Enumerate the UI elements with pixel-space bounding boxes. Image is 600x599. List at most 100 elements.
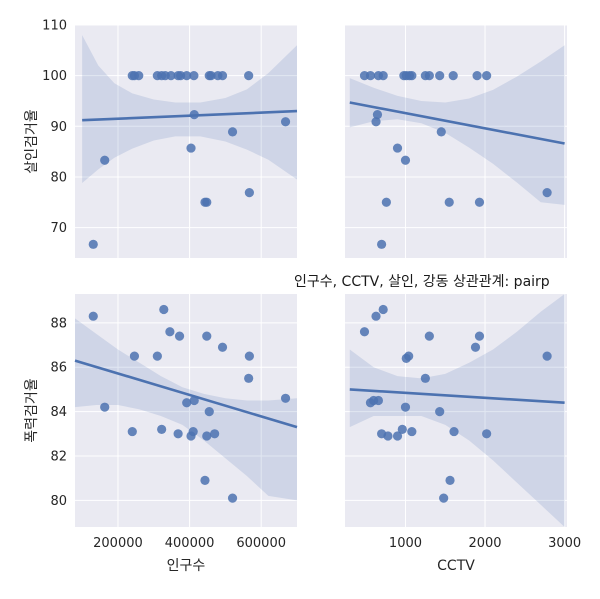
data-point xyxy=(482,429,492,439)
data-point xyxy=(100,155,110,165)
data-point xyxy=(420,373,430,383)
data-point xyxy=(439,493,449,503)
panel-background xyxy=(345,294,567,527)
data-point xyxy=(359,327,370,337)
x-axis-label: CCTV xyxy=(437,558,475,574)
y-tick-label: 84 xyxy=(50,405,67,420)
regression-line xyxy=(74,359,298,429)
data-point xyxy=(449,426,459,437)
data-point xyxy=(444,197,454,207)
data-point xyxy=(377,239,387,249)
data-point xyxy=(166,71,176,81)
data-point xyxy=(436,127,446,137)
data-point xyxy=(217,342,228,352)
data-point xyxy=(392,431,403,441)
data-point xyxy=(244,373,254,383)
data-point xyxy=(400,155,411,165)
data-point xyxy=(542,188,552,198)
data-point xyxy=(202,197,212,207)
data-point xyxy=(407,71,417,81)
panel-background xyxy=(75,25,297,258)
data-point xyxy=(435,407,445,417)
data-point xyxy=(381,197,391,207)
x-tick-label: 3000 xyxy=(548,536,581,551)
x-tick-label: 400000 xyxy=(165,536,215,551)
data-point xyxy=(280,117,291,127)
y-tick-label: 82 xyxy=(50,449,67,464)
data-point xyxy=(280,393,291,403)
x-tick-label: 1000 xyxy=(389,536,422,551)
y-axis-label: 살인검거율 xyxy=(24,109,40,174)
confidence-band xyxy=(349,294,565,527)
data-point xyxy=(202,431,212,441)
data-point xyxy=(378,304,388,315)
data-point xyxy=(200,475,210,485)
data-point xyxy=(127,426,137,437)
panel-background xyxy=(345,25,567,258)
x-axis-label: 인구수 xyxy=(167,558,206,574)
data-point xyxy=(424,331,434,341)
data-point xyxy=(470,342,481,352)
data-point xyxy=(204,407,214,417)
data-point xyxy=(472,71,482,81)
data-point xyxy=(186,143,196,153)
panel-top-right xyxy=(345,24,567,258)
data-point xyxy=(210,429,220,439)
data-point xyxy=(365,71,376,81)
data-point xyxy=(373,395,384,406)
data-point xyxy=(134,71,144,81)
data-point xyxy=(371,117,381,127)
data-point xyxy=(217,71,228,81)
data-point xyxy=(227,493,238,503)
confidence-band xyxy=(82,35,298,184)
data-point xyxy=(173,429,183,439)
data-point xyxy=(129,351,140,361)
data-point xyxy=(407,426,417,437)
regression-line xyxy=(349,101,565,145)
y-axis-label: 폭력검거율 xyxy=(24,378,40,443)
data-point xyxy=(371,311,381,321)
data-point xyxy=(157,424,167,434)
regression-line xyxy=(349,388,565,405)
x-tick-label: 200000 xyxy=(93,536,143,551)
y-tick-label: 80 xyxy=(50,494,67,509)
data-point xyxy=(182,398,192,408)
data-point xyxy=(372,110,383,120)
data-point xyxy=(482,71,492,81)
y-tick-label: 90 xyxy=(50,120,67,135)
y-tick-label: 80 xyxy=(50,170,67,185)
data-point xyxy=(424,71,434,81)
y-tick-label: 70 xyxy=(50,221,67,236)
data-point xyxy=(189,71,199,81)
panel-top-left: 70 80 90 100 110 살인검거율 xyxy=(24,19,298,258)
panel-background xyxy=(75,294,297,527)
data-point xyxy=(404,351,414,361)
x-tick-label: 600000 xyxy=(236,536,286,551)
data-point xyxy=(397,424,407,434)
data-point xyxy=(392,143,403,153)
data-point xyxy=(165,327,175,337)
confidence-band xyxy=(349,45,565,205)
data-point xyxy=(542,351,552,361)
data-point xyxy=(435,71,445,81)
data-point xyxy=(244,351,254,361)
data-point xyxy=(448,71,458,81)
data-point xyxy=(159,304,169,315)
confidence-band xyxy=(75,318,297,501)
data-point xyxy=(206,71,216,81)
y-tick-label: 110 xyxy=(42,19,67,34)
data-point xyxy=(244,71,254,81)
data-point xyxy=(383,431,393,441)
data-point xyxy=(445,475,455,485)
data-point xyxy=(182,71,192,81)
data-point xyxy=(100,402,110,412)
figure-title: 인구수, CCTV, 살인, 강동 상관관계: pairp xyxy=(294,274,550,290)
y-tick-label: 100 xyxy=(42,69,67,84)
data-point xyxy=(88,311,98,321)
panel-bottom-right: 1000 2000 3000 CCTV xyxy=(345,294,581,574)
y-tick-label: 88 xyxy=(50,316,67,331)
y-tick-label: 86 xyxy=(50,361,67,376)
data-point xyxy=(227,127,238,137)
panel-bottom-left: 80 82 84 86 88 200000 400000 600000 인구수 폭력검거율 xyxy=(24,294,298,574)
